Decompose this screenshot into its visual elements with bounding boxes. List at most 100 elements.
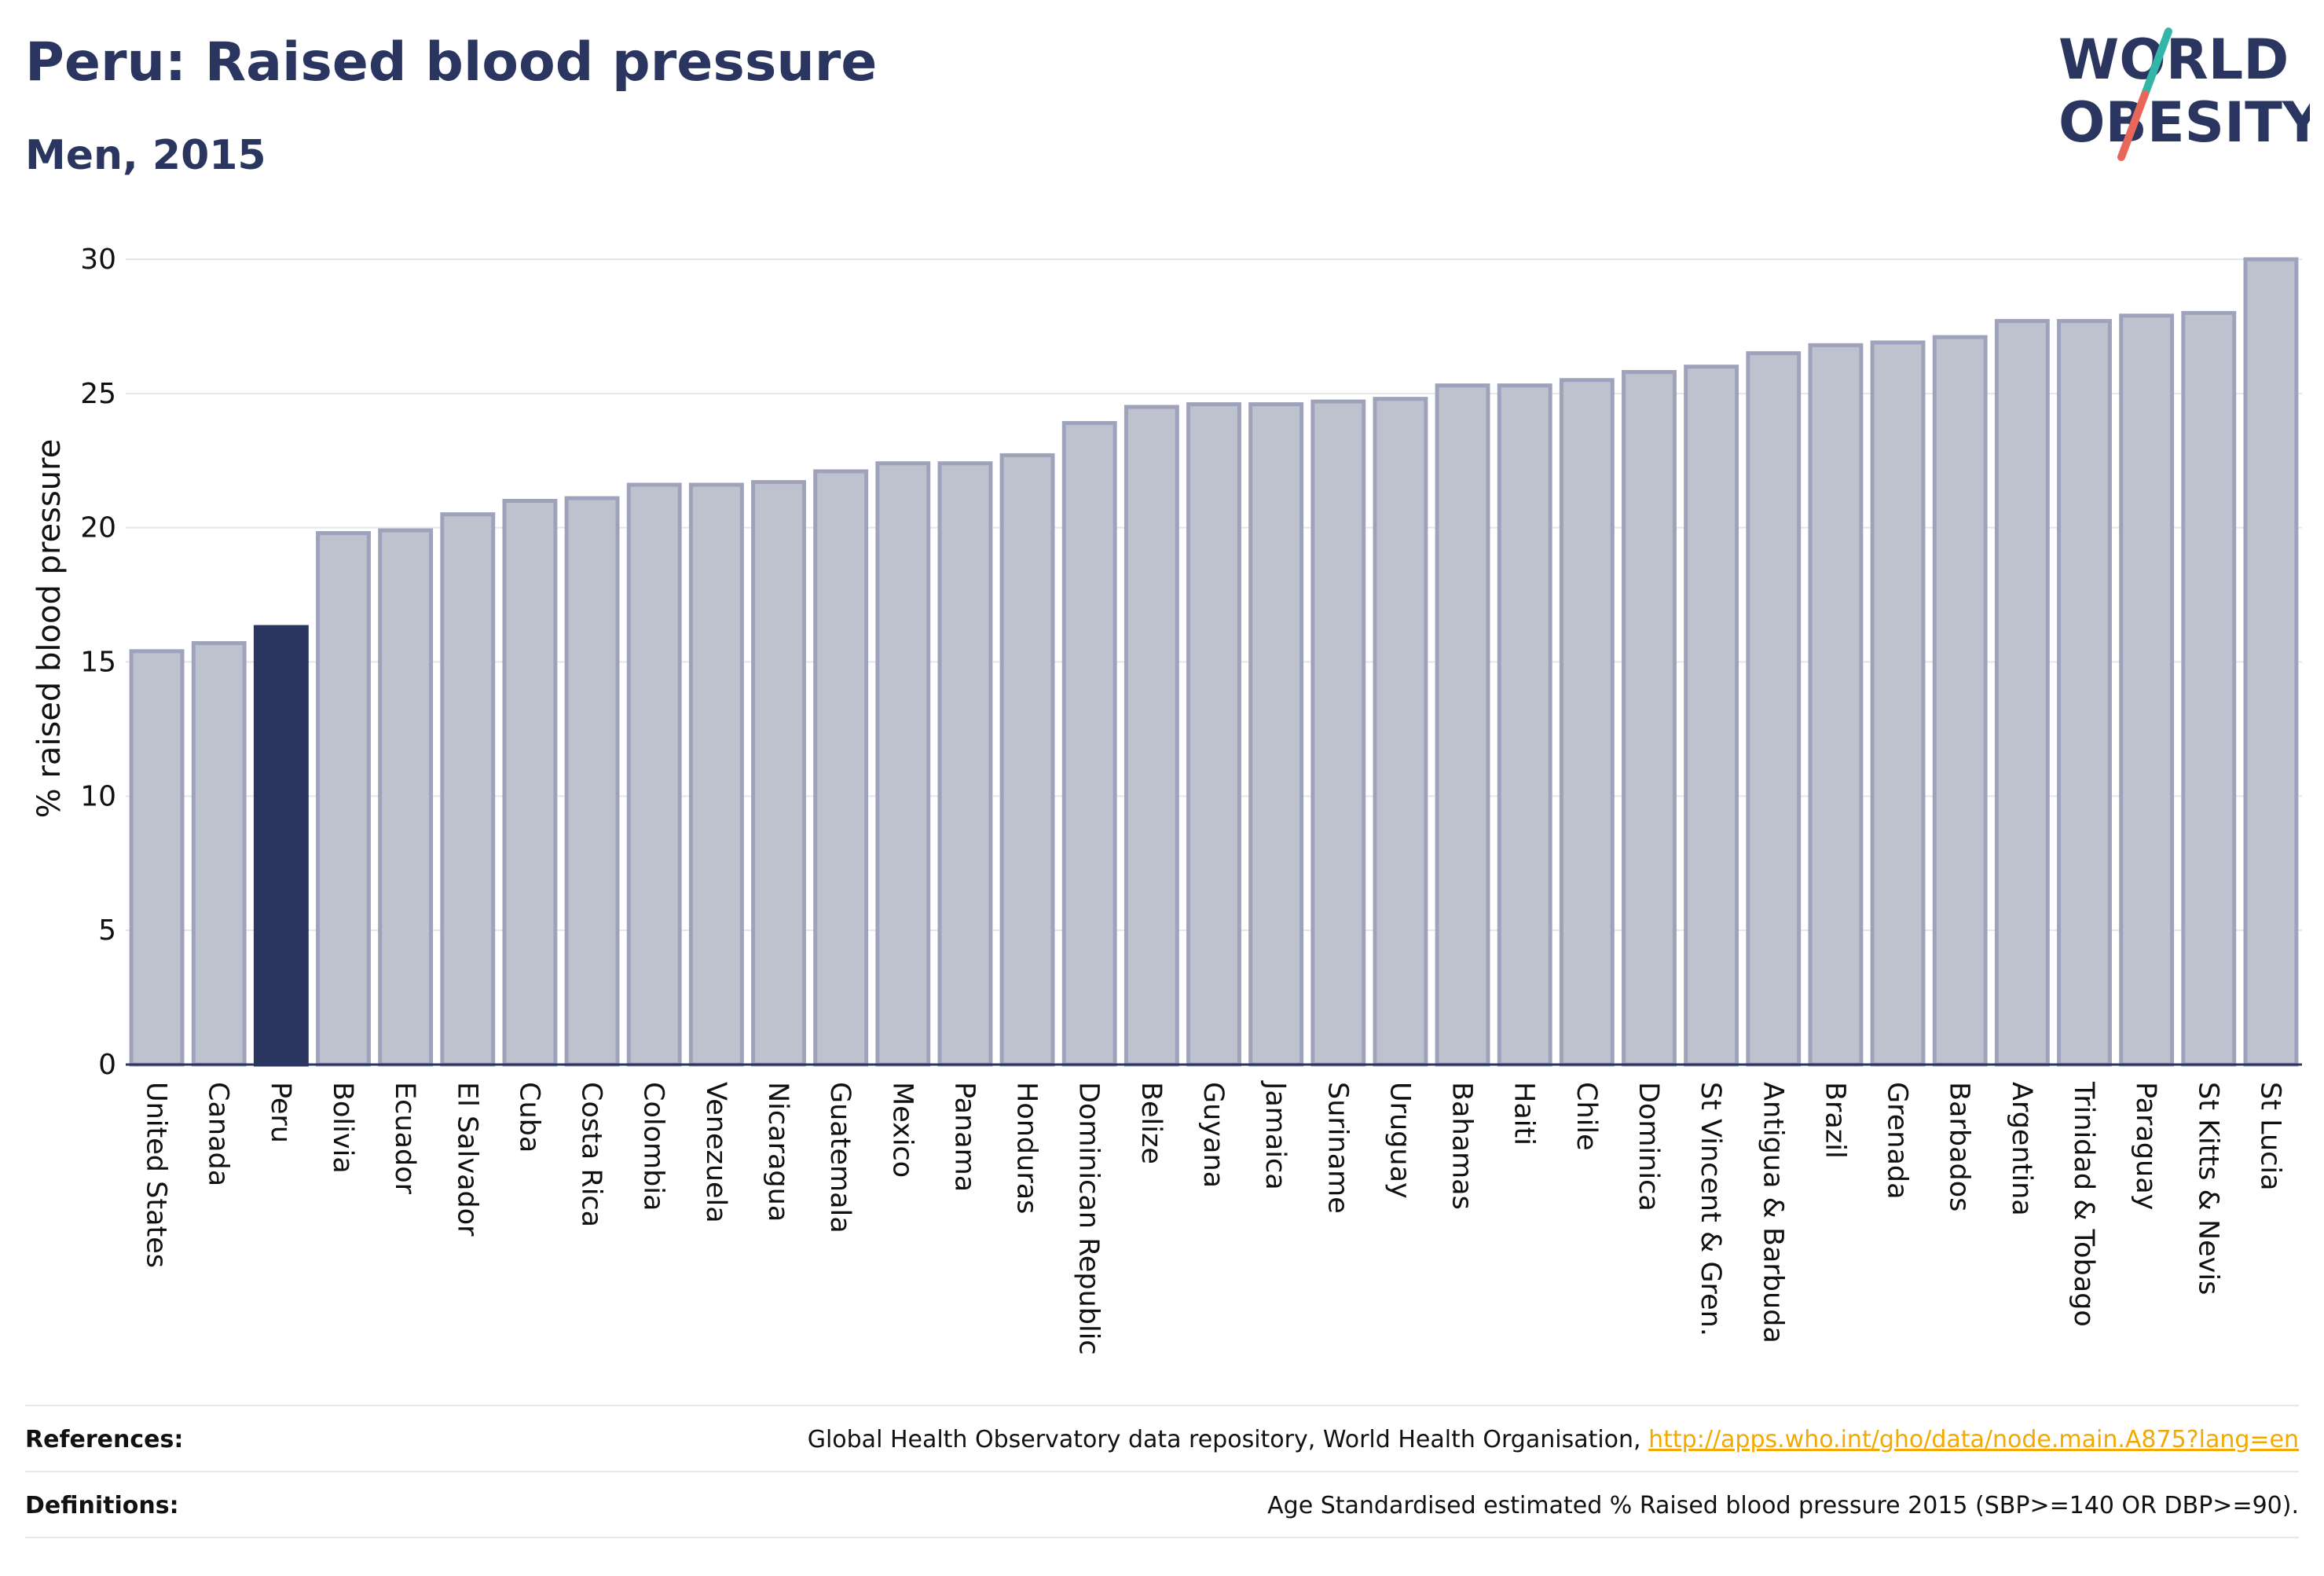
bar-venezuela — [688, 482, 744, 1067]
bar-dominican-republic — [1061, 420, 1117, 1067]
x-tick-label: Venezuela — [700, 1082, 731, 1223]
bar-bahamas — [1435, 383, 1490, 1067]
y-tick-label: 30 — [80, 244, 116, 276]
x-tick-label: Guyana — [1197, 1082, 1229, 1188]
bar-brazil — [1808, 343, 1864, 1067]
footer-divider-bottom — [25, 1537, 2299, 1538]
bar-barbados — [1932, 335, 1988, 1067]
x-tick-label: Cuba — [513, 1082, 544, 1153]
bar-cuba — [502, 499, 558, 1067]
logo-slash-top-icon — [2141, 27, 2172, 98]
x-tick-label: St Vincent & Gren. — [1695, 1082, 1726, 1336]
x-tick-label: Trinidad & Tobago — [2068, 1081, 2099, 1327]
bar-dominica — [1622, 370, 1677, 1067]
footer-divider-middle — [25, 1471, 2299, 1472]
bar-mexico — [875, 461, 931, 1067]
bar-uruguay — [1373, 397, 1428, 1067]
x-tick-label: St Kitts & Nevis — [2192, 1082, 2223, 1295]
bar-chile — [1559, 378, 1615, 1067]
definitions-label: Definitions: — [25, 1491, 179, 1519]
bar-united-states — [129, 649, 185, 1067]
x-tick-label: El Salvador — [451, 1082, 482, 1237]
x-tick-label: Argentina — [2006, 1082, 2037, 1216]
x-tick-label: Peru — [265, 1082, 296, 1143]
chart-title: Peru: Raised blood pressure — [25, 31, 878, 93]
x-tick-label: Barbados — [1944, 1082, 1975, 1211]
bar-st-kitts-nevis — [2181, 310, 2237, 1067]
logo-line2: OBESITY — [2058, 90, 2310, 155]
x-tick-label: Paraguay — [2130, 1082, 2161, 1210]
bar-grenada — [1870, 340, 1926, 1067]
bar-panama — [937, 461, 993, 1067]
y-tick-label: 0 — [98, 1049, 116, 1081]
x-tick-label: Costa Rica — [576, 1082, 607, 1227]
x-tick-label: Dominican Republic — [1073, 1082, 1105, 1355]
x-tick-label: Belize — [1135, 1082, 1167, 1164]
bar-jamaica — [1248, 402, 1304, 1067]
x-tick-label: Grenada — [1882, 1082, 1913, 1200]
x-tick-label: Uruguay — [1384, 1082, 1415, 1199]
references-label: References: — [25, 1425, 184, 1453]
x-tick-label: Bolivia — [327, 1082, 358, 1174]
world-obesity-logo: WORLD OBESITY — [2058, 27, 2310, 161]
x-tick-label: Suriname — [1321, 1082, 1353, 1214]
x-tick-label: Colombia — [638, 1082, 669, 1211]
bar-guyana — [1186, 402, 1241, 1067]
bar-belize — [1124, 405, 1179, 1067]
y-tick-label: 20 — [80, 512, 116, 544]
x-tick-label: Mexico — [886, 1082, 918, 1178]
bar-ecuador — [378, 528, 434, 1067]
bar-argentina — [1994, 319, 2050, 1067]
bar-bolivia — [316, 531, 371, 1067]
bar-costa-rica — [564, 496, 620, 1067]
x-tick-label: Dominica — [1633, 1082, 1664, 1211]
x-tick-label: St Lucia — [2254, 1082, 2286, 1191]
bar-el-salvador — [440, 512, 496, 1067]
references-text: Global Health Observatory data repositor… — [807, 1425, 1641, 1453]
x-tick-label: Ecuador — [389, 1082, 420, 1195]
bar-nicaragua — [751, 480, 806, 1067]
chart-subtitle: Men, 2015 — [25, 132, 266, 179]
references-link[interactable]: http://apps.who.int/gho/data/node.main.A… — [1648, 1425, 2299, 1453]
x-tick-label: Bahamas — [1446, 1082, 1478, 1210]
bar-canada — [191, 641, 247, 1067]
y-tick-label: 15 — [80, 647, 116, 679]
definitions-text: Age Standardised estimated % Raised bloo… — [1267, 1491, 2299, 1519]
bar-st-vincent-gren- — [1684, 365, 1739, 1067]
x-tick-label: Panama — [948, 1082, 980, 1192]
x-tick-label: Honduras — [1011, 1082, 1043, 1214]
bar-honduras — [999, 453, 1055, 1067]
bar-paraguay — [2119, 313, 2175, 1067]
x-tick-label: Antigua & Barbuda — [1757, 1082, 1788, 1343]
x-tick-label: Guatemala — [824, 1082, 856, 1233]
references-value: Global Health Observatory data repositor… — [808, 1426, 2299, 1453]
x-tick-label: Nicaragua — [762, 1082, 794, 1222]
bar-haiti — [1497, 383, 1552, 1067]
y-tick-label: 5 — [98, 914, 116, 947]
references-row: References: Global Health Observatory da… — [25, 1408, 2299, 1471]
y-axis-label: % raised blood pressure — [31, 439, 68, 819]
y-axis-ticks: 0 5 10 15 20 25 30 — [80, 244, 116, 1081]
bar-colombia — [626, 482, 682, 1067]
x-tick-label: Brazil — [1819, 1082, 1850, 1159]
x-axis-categories: United States Canada Peru Bolivia Ecuador El … — [141, 1080, 2286, 1355]
y-tick-label: 25 — [80, 378, 116, 410]
bar-chart: 0 5 10 15 20 25 30 United States Canada Peru Boli… — [31, 244, 2302, 1355]
y-tick-label: 10 — [80, 780, 116, 812]
bar-antigua-barbuda — [1746, 351, 1802, 1067]
definitions-row: Definitions: Age Standardised estimated … — [25, 1474, 2299, 1537]
x-tick-label: Canada — [203, 1082, 234, 1186]
bar-guatemala — [813, 469, 869, 1067]
bars — [129, 257, 2299, 1067]
footer-divider-top — [25, 1405, 2299, 1406]
x-tick-label: Chile — [1571, 1082, 1602, 1151]
bar-peru — [253, 625, 309, 1067]
x-tick-label: United States — [141, 1082, 172, 1268]
logo-slash-bottom-icon — [2117, 90, 2149, 161]
x-tick-label: Jamaica — [1259, 1080, 1291, 1190]
x-tick-label: Haiti — [1508, 1082, 1540, 1145]
bar-suriname — [1310, 399, 1366, 1067]
bar-trinidad-tobago — [2057, 319, 2112, 1067]
logo-line1: WORLD — [2058, 27, 2289, 92]
bar-st-lucia — [2243, 257, 2299, 1067]
